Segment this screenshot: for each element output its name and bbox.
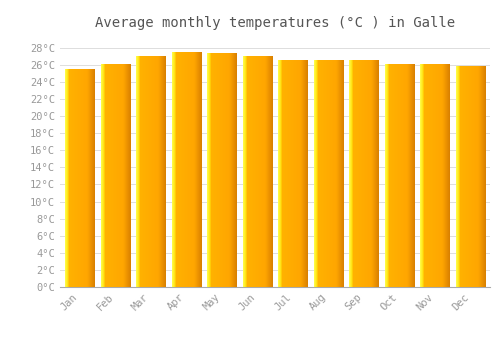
Bar xyxy=(136,56,165,287)
Bar xyxy=(207,54,236,287)
Bar xyxy=(385,65,414,287)
Bar xyxy=(420,65,450,287)
Bar xyxy=(65,69,94,287)
Bar xyxy=(314,61,343,287)
Bar xyxy=(242,56,272,287)
Bar xyxy=(456,66,485,287)
Title: Average monthly temperatures (°C ) in Galle: Average monthly temperatures (°C ) in Ga… xyxy=(95,16,455,30)
Bar xyxy=(278,61,308,287)
Bar xyxy=(172,52,200,287)
Bar xyxy=(350,61,378,287)
Bar xyxy=(100,65,130,287)
